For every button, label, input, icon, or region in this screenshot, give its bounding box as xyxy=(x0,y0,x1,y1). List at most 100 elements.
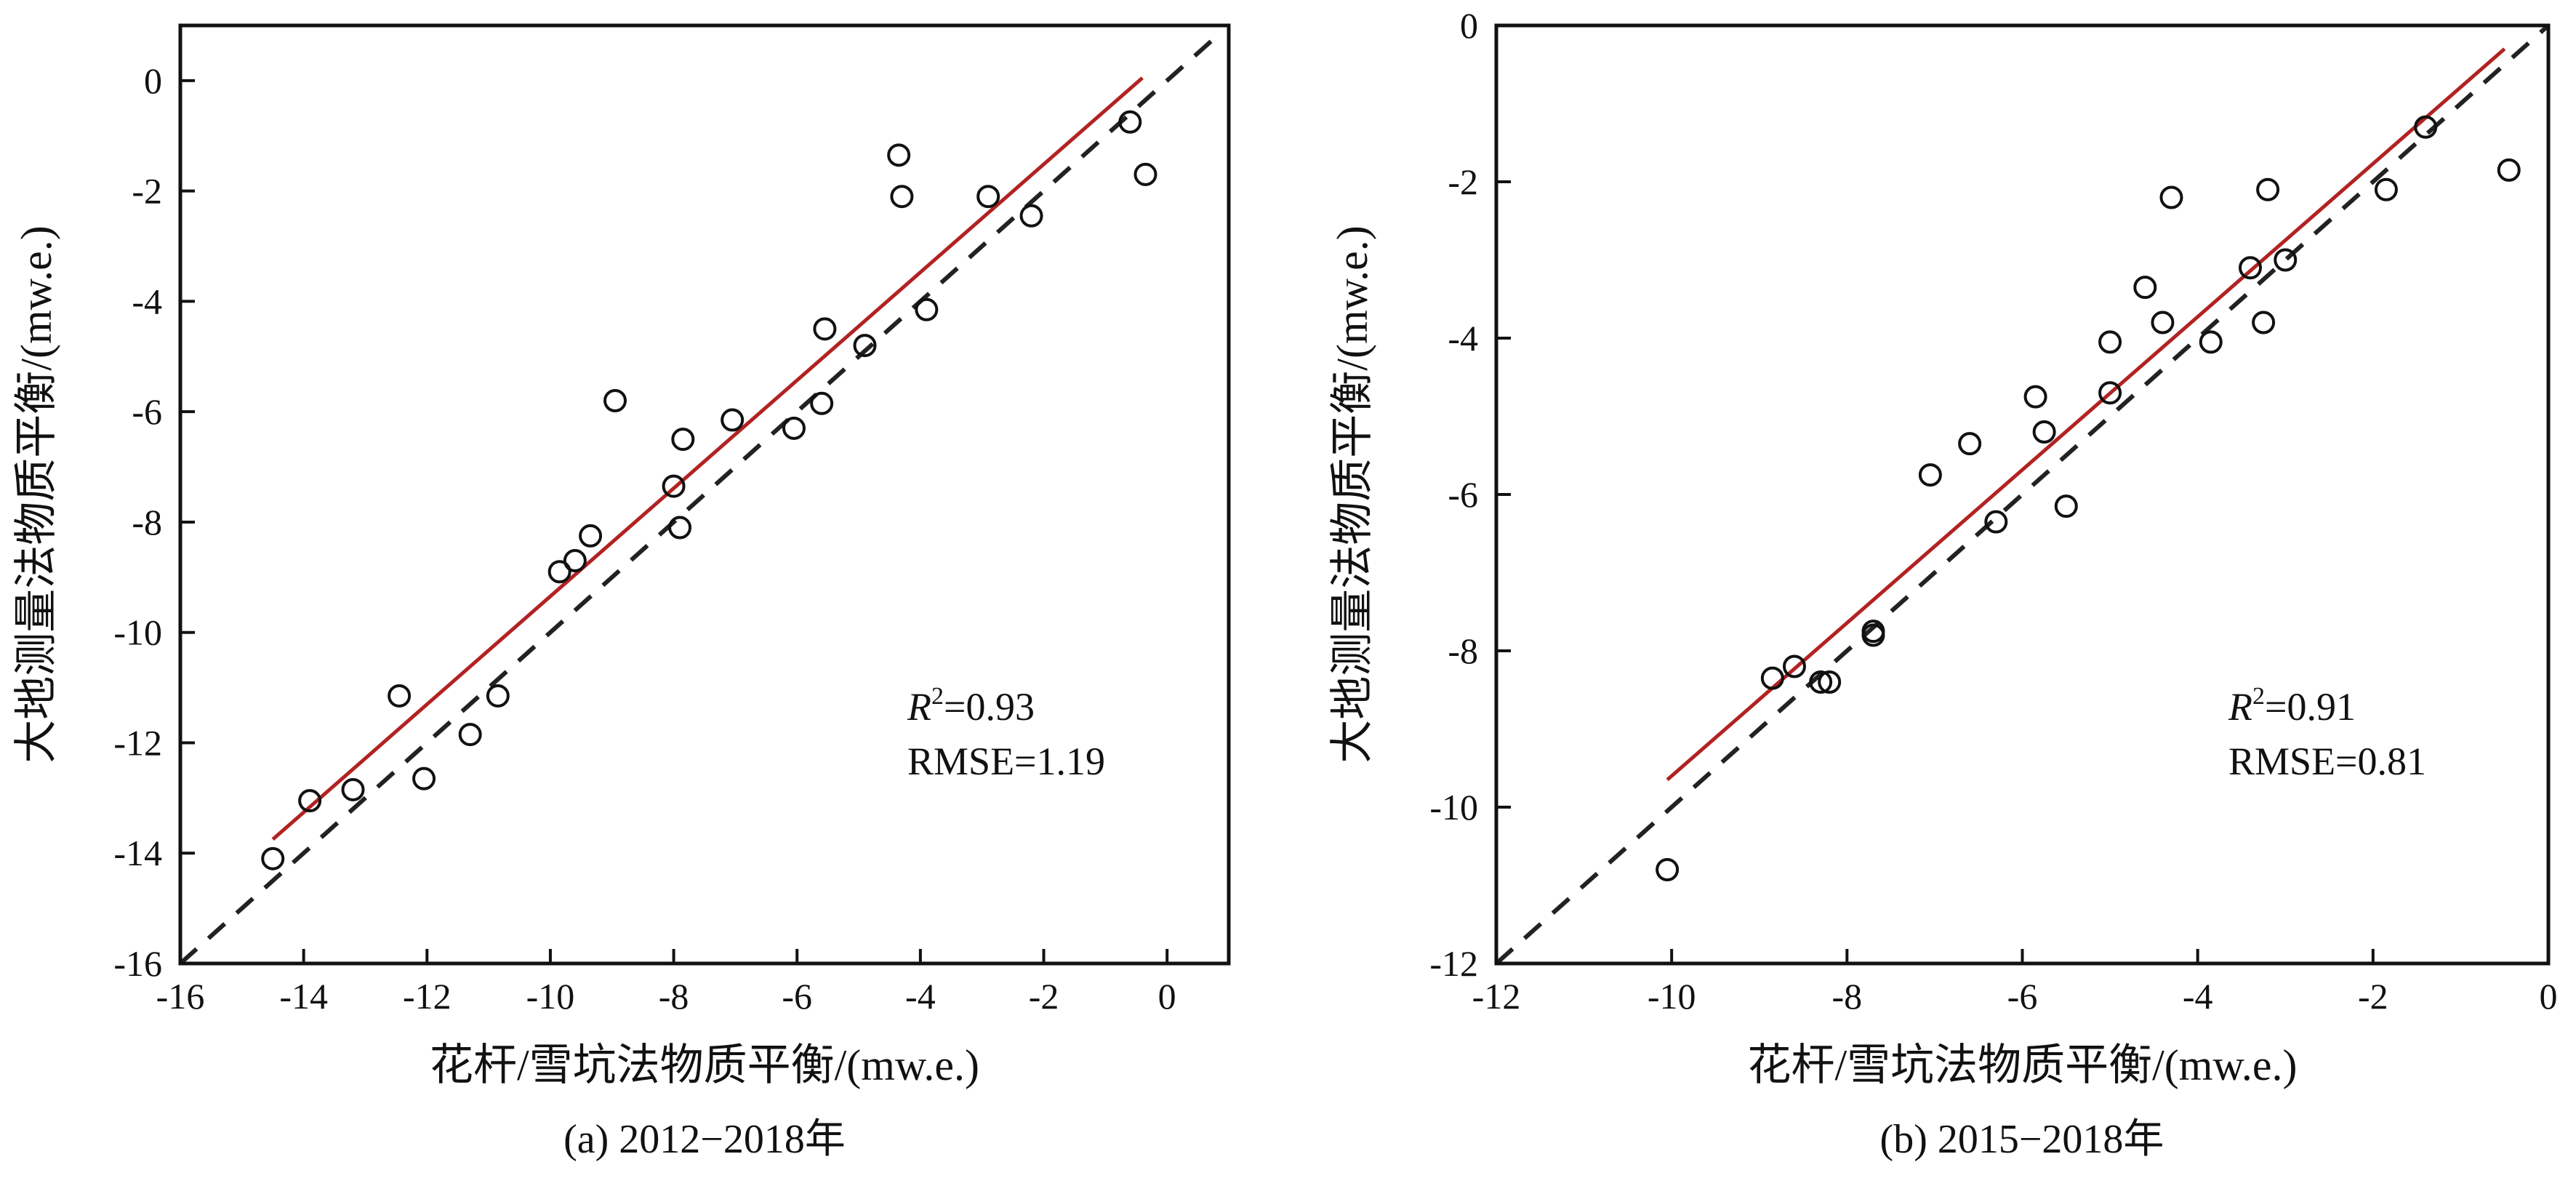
data-point xyxy=(721,408,745,432)
y-tick-label: -12 xyxy=(113,722,162,763)
data-point xyxy=(2256,177,2280,201)
data-point xyxy=(1782,654,1806,678)
x-tick-label: -6 xyxy=(782,976,812,1017)
r-squared-value: =0.91 xyxy=(2265,685,2356,729)
data-point xyxy=(2159,185,2183,209)
y-tick-label: -10 xyxy=(1429,787,1478,828)
x-tick-label: 0 xyxy=(2540,976,2558,1017)
y-tick-label: -4 xyxy=(1448,318,1478,358)
data-point xyxy=(388,684,412,708)
data-point xyxy=(915,297,939,321)
y-axis-title: 大地测量法物质平衡/(mw.e.) xyxy=(12,225,60,763)
r-squared-label: R2=0.93 xyxy=(907,683,1035,729)
x-tick-label: -14 xyxy=(279,976,328,1017)
data-point xyxy=(2133,276,2157,300)
r-superscript: 2 xyxy=(2252,683,2265,710)
x-tick-label: -6 xyxy=(2007,976,2038,1017)
y-tick-label: -10 xyxy=(113,612,162,653)
fit-line xyxy=(1666,47,2506,782)
fit-line xyxy=(271,76,1144,841)
data-point xyxy=(412,766,436,790)
r-squared-label: R2=0.91 xyxy=(2228,683,2356,729)
r-squared-value: =0.93 xyxy=(944,685,1035,729)
x-tick-label: -16 xyxy=(156,976,205,1017)
data-point xyxy=(813,317,837,341)
data-point xyxy=(2252,310,2276,334)
data-point xyxy=(341,777,365,801)
data-point xyxy=(2098,381,2122,405)
data-point xyxy=(486,684,510,708)
data-point xyxy=(668,516,692,540)
y-tick-label: -8 xyxy=(1448,630,1478,671)
x-tick-label: -2 xyxy=(2358,976,2388,1017)
data-point xyxy=(1861,620,1885,644)
data-point xyxy=(2497,158,2521,182)
x-tick-label: -2 xyxy=(1029,976,1059,1017)
r-superscript: 2 xyxy=(931,683,944,710)
data-point xyxy=(2098,330,2122,354)
data-point xyxy=(887,143,911,167)
y-tick-label: 0 xyxy=(1460,5,1478,46)
y-tick-label: -6 xyxy=(132,391,162,432)
y-tick-label: -2 xyxy=(1448,161,1478,202)
x-tick-label: -4 xyxy=(905,976,936,1017)
data-point xyxy=(782,416,806,440)
y-tick-label: -16 xyxy=(113,943,162,984)
data-point xyxy=(662,474,686,498)
x-tick-label: -10 xyxy=(1648,976,1696,1017)
data-point xyxy=(810,391,834,415)
x-tick-label: -4 xyxy=(2183,976,2213,1017)
data-point xyxy=(1133,162,1157,186)
x-tick-label: -10 xyxy=(526,976,575,1017)
data-point xyxy=(547,560,571,584)
rmse-label: RMSE=1.19 xyxy=(907,740,1105,783)
data-point xyxy=(890,185,914,209)
panel-caption: (b) 2015−2018年 xyxy=(1880,1117,2164,1162)
r-symbol: R xyxy=(907,685,931,729)
data-point xyxy=(458,723,482,747)
data-point xyxy=(2054,494,2078,518)
y-tick-label: -6 xyxy=(1448,474,1478,515)
x-tick-label: -8 xyxy=(659,976,689,1017)
plot-frame xyxy=(178,23,1231,966)
x-tick-label: -12 xyxy=(403,976,452,1017)
data-point xyxy=(1118,110,1142,134)
data-point xyxy=(261,846,285,870)
data-point xyxy=(579,524,603,548)
data-point xyxy=(2274,248,2298,272)
data-point xyxy=(1958,432,1982,456)
data-point xyxy=(298,789,322,813)
rmse-label: RMSE=0.81 xyxy=(2228,740,2426,783)
panel-caption: (a) 2012−2018年 xyxy=(563,1117,846,1162)
data-point xyxy=(2151,310,2175,334)
r-symbol: R xyxy=(2228,685,2252,729)
data-point xyxy=(1656,858,1680,881)
y-axis-title: 大地测量法物质平衡/(mw.e.) xyxy=(1328,225,1376,763)
y-tick-label: -12 xyxy=(1429,943,1478,984)
y-tick-label: -8 xyxy=(132,502,162,542)
y-tick-label: 0 xyxy=(144,60,162,101)
y-tick-label: -2 xyxy=(132,171,162,212)
identity-line xyxy=(180,29,1224,963)
data-point xyxy=(976,185,1000,209)
identity-line xyxy=(1496,25,2548,963)
data-point xyxy=(1760,666,1784,690)
x-tick-label: -8 xyxy=(1832,976,1863,1017)
data-point xyxy=(1818,670,1842,694)
y-tick-label: -14 xyxy=(113,833,162,873)
x-tick-label: -12 xyxy=(1472,976,1521,1017)
x-tick-label: 0 xyxy=(1158,976,1176,1017)
data-point xyxy=(563,549,587,573)
chart-panel-a: -16 -14 -12 -10 -8 -6 -4 -2 0 -16 -14 -12 -10 -8 -6 -4 -… xyxy=(12,23,1231,1162)
x-axis-title: 花杆/雪坑法物质平衡/(mw.e.) xyxy=(430,1041,979,1089)
x-axis-title: 花杆/雪坑法物质平衡/(mw.e.) xyxy=(1747,1041,2297,1089)
data-point xyxy=(2239,256,2263,280)
data-point xyxy=(1019,204,1043,228)
data-point xyxy=(2023,385,2047,409)
data-point xyxy=(671,428,695,452)
data-point xyxy=(2032,420,2056,444)
data-point xyxy=(2414,115,2438,139)
data-point xyxy=(1809,670,1833,694)
